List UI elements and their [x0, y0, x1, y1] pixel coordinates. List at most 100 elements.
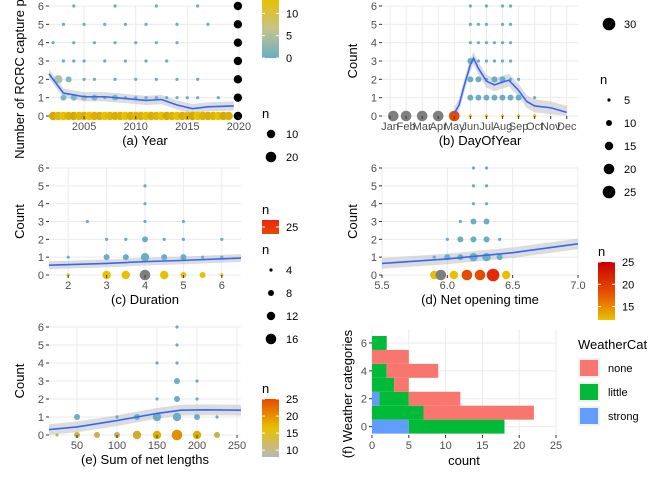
data-point: [201, 255, 205, 259]
x-tick-label: 6.0: [440, 280, 455, 292]
data-point: [72, 4, 76, 8]
x-tick-label: 250: [228, 440, 246, 452]
data-point: [165, 96, 169, 100]
y-tick-label: 5: [371, 19, 377, 31]
x-tick-label: 2005: [72, 121, 96, 133]
y-tick-label: 6: [38, 1, 44, 13]
data-point: [216, 96, 220, 100]
x-tick-label: May: [444, 121, 465, 133]
legend-label: strong: [608, 411, 639, 423]
y-tick-label: 5: [38, 181, 44, 193]
data-point: [233, 38, 243, 47]
data-point: [155, 397, 159, 401]
x-tick-label: 50: [71, 440, 83, 452]
data-point: [468, 4, 472, 8]
x-tick-label: Sep: [509, 121, 529, 133]
legend-title: n: [262, 106, 269, 121]
data-point: [54, 75, 63, 84]
size-key: [266, 129, 276, 139]
legend-title: WeatherCat: [578, 337, 648, 352]
data-point: [82, 59, 86, 63]
data-point: [65, 76, 72, 83]
colorbar: [262, 399, 279, 457]
data-point: [470, 236, 477, 243]
legend-5: n 5 10 15 20 25: [600, 72, 636, 199]
data-point: [195, 397, 199, 401]
size-label: 25: [624, 187, 636, 199]
data-point: [468, 22, 472, 26]
data-point: [501, 270, 511, 280]
data-point: [508, 22, 513, 26]
x-tick-label: 2020: [227, 121, 251, 133]
bar-little: [372, 405, 424, 420]
data-point: [499, 94, 506, 101]
data-point: [134, 77, 138, 81]
legend-6: n 15 20 25: [598, 244, 634, 320]
x-tick-label: Feb: [397, 121, 416, 133]
y-tick-label: 6: [371, 1, 377, 13]
y-tick-label: 3: [38, 217, 44, 229]
data-point: [121, 270, 130, 280]
panel-year: 0 1 2 3 4 5 6 2005 2010 2015 2020 (a) Year Number of…: [12, 0, 251, 159]
smooth-line: [381, 242, 579, 265]
x-tick-label: Oct: [526, 121, 543, 133]
data-point: [500, 4, 505, 8]
data-point: [154, 77, 158, 81]
data-point: [55, 433, 59, 437]
colorbar-label: 25: [286, 222, 298, 234]
data-point: [470, 218, 477, 225]
legend-3: n 4 8 12 16: [262, 242, 298, 346]
legend-7: n 10 15 20 25: [262, 381, 298, 457]
data-point: [233, 1, 243, 11]
data-point: [165, 59, 169, 63]
size-label: 10: [286, 129, 298, 141]
data-point: [134, 41, 138, 45]
x-tick-label: 0: [369, 440, 375, 452]
data-point: [175, 22, 179, 26]
size-label: 10: [624, 118, 636, 130]
bar-little: [372, 335, 387, 350]
data-point: [468, 41, 472, 45]
size-key: [268, 290, 274, 296]
legend-title: n: [598, 244, 605, 259]
legend-0: 0 5 10: [262, 0, 298, 65]
y-tick-label: 5: [38, 340, 44, 352]
y-tick-label: 0: [371, 111, 377, 123]
data-point: [123, 59, 127, 63]
data-point: [476, 22, 480, 26]
y-tick-label: 4: [361, 366, 367, 378]
data-point: [61, 59, 66, 63]
size-key: [606, 120, 612, 126]
data-point: [174, 378, 180, 384]
data-point: [508, 41, 513, 45]
bar-strong: [372, 391, 380, 406]
colorbar-label: 20: [622, 279, 634, 291]
size-label: 4: [286, 265, 292, 277]
data-point: [171, 429, 183, 441]
data-point: [94, 432, 100, 438]
data-point: [175, 77, 179, 81]
x-tick-label: 20: [513, 440, 525, 452]
data-point: [233, 56, 243, 66]
data-point: [70, 94, 77, 101]
y-tick-label: 2: [371, 74, 377, 86]
data-point: [143, 219, 147, 224]
data-point: [143, 202, 147, 206]
y-tick-label: 4: [38, 38, 44, 50]
size-key: [603, 163, 615, 175]
bar-none: [423, 405, 534, 420]
data-point: [215, 415, 219, 419]
size-label: 5: [624, 95, 630, 107]
bar-none: [386, 363, 439, 378]
legend-title: n: [262, 202, 269, 217]
data-point: [74, 414, 80, 420]
data-point: [467, 76, 474, 83]
data-point: [508, 4, 513, 8]
colorbar-label: 20: [286, 411, 298, 423]
data-point: [500, 22, 505, 26]
y-tick-label: 0: [38, 111, 44, 123]
y-tick-label: 4: [371, 199, 377, 211]
colorbar-label: 15: [622, 302, 634, 314]
y-tick-label: 0: [371, 270, 377, 282]
colorbar-label: 25: [622, 257, 634, 269]
